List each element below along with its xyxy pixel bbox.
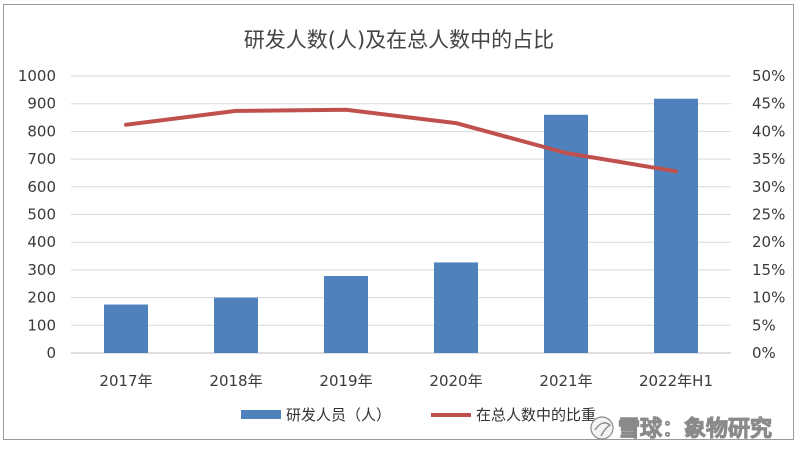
y-right-tick-label: 40% (752, 122, 785, 140)
x-tick-label: 2018年 (209, 372, 262, 390)
bar (214, 297, 258, 353)
y-left-tick-label: 100 (27, 316, 56, 334)
legend-swatch-bar (241, 410, 281, 419)
watermark: 雪球：象物研究 (590, 416, 772, 441)
y-right-tick-label: 20% (752, 233, 785, 251)
watermark-text: 雪球：象物研究 (618, 416, 772, 441)
legend: 研发人员（人） 在总人数中的比重 (241, 406, 596, 424)
y-left-tick-label: 800 (27, 122, 56, 140)
bar (654, 98, 698, 354)
bar-series (104, 98, 698, 354)
x-tick-label: 2019年 (319, 372, 372, 390)
bar (104, 304, 148, 353)
y-right-tick-label: 25% (752, 206, 785, 224)
x-tick-label: 2020年 (429, 372, 482, 390)
y-right-tick-label: 5% (752, 316, 776, 334)
legend-label-bar: 研发人员（人） (286, 406, 391, 424)
y-right-tick-label: 15% (752, 261, 785, 279)
x-tick-label: 2022年H1 (639, 372, 713, 390)
y-left-tick-label: 400 (27, 233, 56, 251)
y-right-tick-label: 0% (752, 344, 776, 362)
chart-frame: 研发人数(人)及在总人数中的占比 0 100 200 300 400 500 600 700 8… (3, 4, 794, 441)
bar (434, 262, 478, 353)
gridlines (71, 75, 731, 354)
xueqiu-logo-icon (590, 416, 614, 440)
y-left-tick-label: 500 (27, 206, 56, 224)
legend-label-line: 在总人数中的比重 (476, 406, 596, 424)
y-axis-right: 0% 5% 10% 15% 20% 25% 30% 35% 40% 45% 50% (752, 67, 785, 362)
chart-svg: 研发人数(人)及在总人数中的占比 0 100 200 300 400 500 600 700 8… (18, 28, 786, 441)
chart-title: 研发人数(人)及在总人数中的占比 (244, 28, 554, 52)
x-axis: 2017年 2018年 2019年 2020年 2021年 2022年H1 (99, 372, 713, 390)
x-tick-label: 2017年 (99, 372, 152, 390)
y-right-tick-label: 30% (752, 178, 785, 196)
bar (324, 275, 368, 353)
y-left-tick-label: 900 (27, 95, 56, 113)
x-tick-label: 2021年 (539, 372, 592, 390)
y-left-tick-label: 0 (46, 344, 56, 362)
y-left-tick-label: 600 (27, 178, 56, 196)
y-axis-left: 0 100 200 300 400 500 600 700 800 900 1000 (18, 67, 56, 362)
y-left-tick-label: 700 (27, 150, 56, 168)
y-left-tick-label: 200 (27, 289, 56, 307)
y-right-tick-label: 35% (752, 150, 785, 168)
line-series (124, 107, 678, 174)
y-right-tick-label: 50% (752, 67, 785, 85)
y-right-tick-label: 10% (752, 289, 785, 307)
series-line (124, 107, 678, 174)
y-right-tick-label: 45% (752, 95, 785, 113)
y-left-tick-label: 300 (27, 261, 56, 279)
y-left-tick-label: 1000 (18, 67, 56, 85)
